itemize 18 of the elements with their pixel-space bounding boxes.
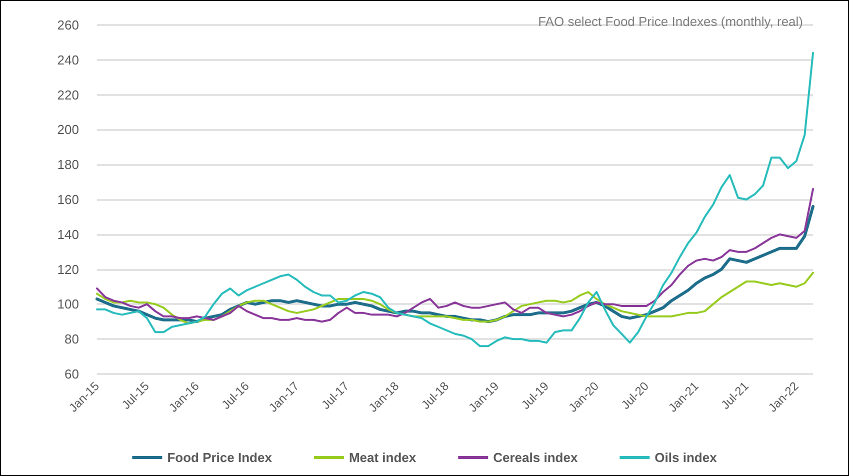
y-tick-label: 120 xyxy=(57,262,79,277)
y-tick-label: 260 xyxy=(57,18,79,32)
legend-label: Oils index xyxy=(654,450,718,465)
y-tick-label: 160 xyxy=(57,192,79,207)
line-series xyxy=(96,52,814,348)
legend-label: Meat index xyxy=(348,450,417,465)
y-tick-label: 180 xyxy=(57,157,79,172)
y-tick-label: 100 xyxy=(57,296,79,312)
y-tick-label: 60 xyxy=(64,366,79,382)
chart-title: FAO select Food Price Indexes (monthly, real) xyxy=(538,14,804,29)
y-tick-label: 220 xyxy=(57,87,79,102)
legend-label: Cereals index xyxy=(493,450,578,465)
y-tick-label: 140 xyxy=(57,226,79,242)
legend-label: Food Price Index xyxy=(167,450,273,465)
y-tick-label: 200 xyxy=(57,122,79,138)
y-tick-label: 80 xyxy=(64,332,79,347)
line-series xyxy=(96,272,814,324)
y-tick-label: 240 xyxy=(57,52,79,68)
